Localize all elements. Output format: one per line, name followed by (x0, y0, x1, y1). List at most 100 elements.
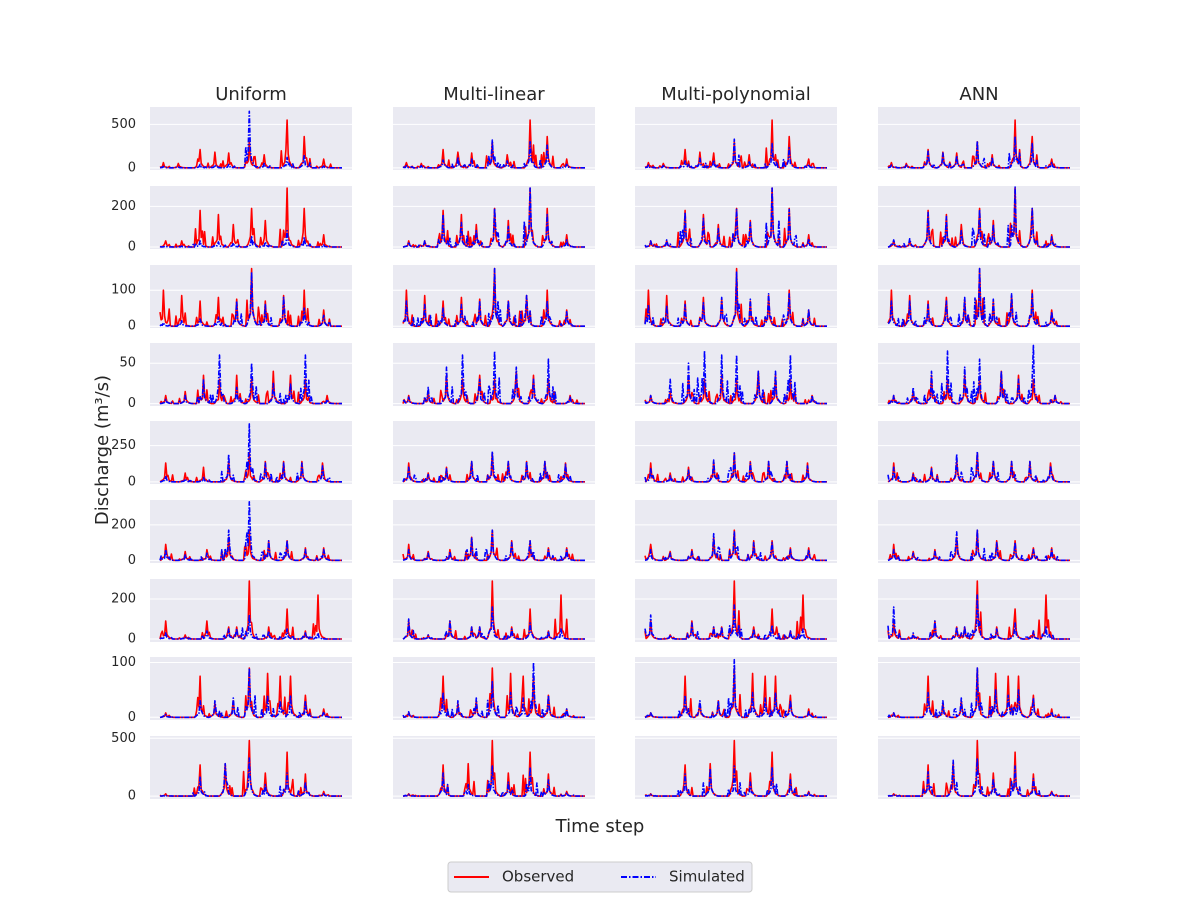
legend-observed-label: Observed (502, 868, 574, 886)
subplot-panel (393, 500, 595, 563)
subplot-panel (878, 657, 1080, 720)
subplot-panel (878, 500, 1080, 563)
simulated-series-line (644, 604, 827, 640)
subplot-panel (635, 579, 837, 642)
y-tick-label: 0 (128, 160, 136, 175)
subplot-panel (635, 186, 837, 249)
simulated-series-line (402, 661, 585, 719)
legend: Observed Simulated (447, 861, 753, 893)
panel-background (393, 657, 595, 720)
subplot-panel (393, 186, 595, 249)
y-tick-label: 0 (128, 239, 136, 254)
simulated-series-line (159, 500, 342, 562)
x-axis-label: Time step (555, 816, 645, 837)
column-title: Uniform (215, 84, 287, 105)
y-tick-label: 0 (128, 632, 136, 647)
subplot-panel (150, 107, 352, 170)
simulated-series-line (402, 350, 585, 405)
simulated-series-line (402, 187, 585, 248)
subplot-panel (635, 265, 837, 328)
subplot-panel (150, 736, 352, 799)
simulated-series-line (887, 344, 1070, 405)
column-title: Multi-polynomial (661, 84, 811, 105)
simulated-series-line (887, 529, 1070, 562)
y-tick-label: 100 (111, 283, 136, 298)
simulated-series-line (159, 354, 342, 405)
subplot-panel (393, 421, 595, 484)
simulated-series-line (644, 452, 827, 483)
y-axis-label: Discharge (m³/s) (92, 375, 113, 525)
subplot-panel (393, 343, 595, 406)
subplot-panel (878, 265, 1080, 328)
subplot-panel (150, 343, 352, 406)
simulated-series-line (159, 757, 342, 797)
simulated-series-line (159, 423, 342, 483)
y-tick-label: 500 (111, 731, 136, 746)
y-tick-label: 50 (119, 356, 136, 371)
simulated-series-line (402, 450, 585, 483)
simulated-series-line (159, 229, 342, 248)
subplot-panel (635, 657, 837, 720)
subplot-panel (150, 657, 352, 720)
column-title: Multi-linear (443, 84, 545, 105)
y-tick-label: 0 (128, 789, 136, 804)
y-tick-label: 500 (111, 117, 136, 132)
y-tick-label: 0 (128, 474, 136, 489)
column-title: ANN (959, 84, 998, 105)
y-tick-label: 250 (111, 438, 136, 453)
subplot-panel (635, 343, 837, 406)
subplot-panel (393, 265, 595, 328)
panel-background (150, 579, 352, 642)
subplot-panel (150, 500, 352, 563)
simulated-series-line (887, 667, 1070, 719)
legend-simulated-label: Simulated (669, 868, 745, 886)
simulated-series-line (644, 765, 827, 797)
y-tick-label: 200 (111, 592, 136, 607)
simulated-series-line (887, 594, 1070, 640)
y-tick-label: 0 (128, 710, 136, 725)
simulated-series-line (887, 450, 1070, 483)
simulated-series-line (159, 110, 342, 169)
panel-background (878, 736, 1080, 799)
simulated-series-line (402, 139, 585, 169)
panel-background (150, 657, 352, 720)
subplot-panel (635, 500, 837, 563)
simulated-series-line (159, 614, 342, 640)
subplot-panel (393, 736, 595, 799)
subplot-panel (635, 107, 837, 170)
simulated-series-line (402, 529, 585, 562)
simulated-series-line (159, 271, 342, 328)
simulated-series-line (402, 765, 585, 797)
subplot-panel (393, 657, 595, 720)
subplot-panel (878, 736, 1080, 799)
simulated-series-line (887, 186, 1070, 248)
y-tick-label: 200 (111, 517, 136, 532)
simulated-series-line (402, 606, 585, 640)
subplot-panel (150, 421, 352, 484)
y-tick-label: 0 (128, 553, 136, 568)
subplot-panel (878, 421, 1080, 484)
subplot-panel (150, 186, 352, 249)
subplot-panel (150, 579, 352, 642)
simulated-series-line (644, 138, 827, 169)
simulated-series-line (644, 350, 827, 405)
simulated-series-line (887, 267, 1070, 328)
subplot-panel (150, 265, 352, 328)
simulated-series-line (887, 758, 1070, 797)
simulated-series-line (887, 135, 1070, 169)
subplot-panel (878, 107, 1080, 170)
y-tick-label: 200 (111, 199, 136, 214)
panel-background (393, 736, 595, 799)
simulated-series-line (644, 187, 827, 248)
subplot-panel (635, 736, 837, 799)
y-tick-label: 100 (111, 655, 136, 670)
simulated-series-line (402, 267, 585, 328)
subplot-panel (878, 343, 1080, 406)
simulated-series-line (644, 271, 827, 328)
y-tick-label: 0 (128, 319, 136, 334)
subplot-panel (393, 579, 595, 642)
simulated-series-line (644, 658, 827, 719)
simulated-series-line (644, 531, 827, 562)
y-tick-label: 0 (128, 396, 136, 411)
